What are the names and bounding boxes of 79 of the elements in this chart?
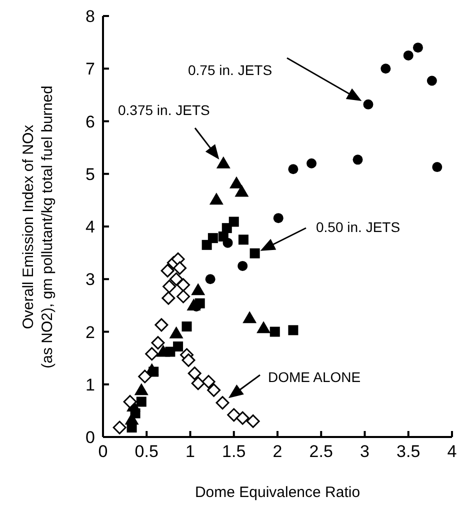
point	[234, 184, 249, 197]
point	[136, 396, 146, 407]
point	[151, 336, 165, 350]
point	[138, 370, 152, 384]
point	[209, 192, 224, 205]
point	[432, 162, 442, 172]
point	[228, 216, 239, 227]
point	[288, 164, 298, 174]
point	[403, 50, 414, 60]
x-tick-label: 3.5	[396, 442, 420, 462]
point	[182, 353, 196, 367]
point	[218, 232, 228, 242]
point	[170, 272, 184, 286]
point	[250, 248, 260, 258]
annotation: 0.50 in. JETS	[316, 219, 400, 235]
point	[273, 213, 284, 224]
point	[169, 326, 184, 338]
y-tick-label: 5	[86, 164, 95, 184]
point	[154, 318, 168, 332]
point	[238, 234, 248, 245]
point	[256, 321, 271, 334]
point	[242, 311, 257, 324]
point	[162, 291, 176, 305]
x-tick-label: 2.5	[309, 442, 333, 462]
point	[134, 383, 148, 396]
point	[412, 42, 423, 53]
x-tick-label: 0.5	[134, 442, 158, 462]
x-tick-label: 1.5	[222, 442, 246, 462]
point	[246, 414, 260, 428]
x-tick-label: 0	[98, 442, 108, 462]
point	[216, 396, 230, 410]
y-tick-label: 8	[86, 7, 95, 26]
x-tick-label: 1	[186, 442, 195, 462]
y-tick-label: 3	[86, 270, 95, 290]
point	[156, 344, 170, 357]
point	[208, 233, 218, 244]
annotation: 0.375 in. JETS	[118, 102, 210, 118]
point	[306, 158, 317, 168]
point	[426, 76, 437, 86]
point	[270, 326, 280, 337]
point	[205, 274, 216, 284]
point	[112, 420, 126, 434]
point	[182, 321, 192, 332]
point	[352, 154, 363, 165]
y-tick-label: 1	[86, 375, 95, 394]
point	[236, 411, 250, 425]
point	[207, 383, 221, 397]
y-tick-label: 2	[86, 322, 95, 342]
point	[363, 99, 374, 110]
point	[380, 64, 391, 74]
point	[191, 283, 206, 296]
point	[123, 394, 137, 408]
annotation: DOME ALONE	[268, 369, 361, 385]
annotation: 0.75 in. JETS	[188, 62, 272, 78]
y-tick-label: 6	[86, 112, 95, 132]
point	[238, 260, 248, 271]
x-axis-title: Dome Equivalence Ratio	[194, 484, 360, 501]
point	[288, 325, 298, 336]
point	[176, 290, 190, 304]
x-tick-label: 3	[360, 442, 370, 462]
point	[162, 280, 176, 294]
y-tick-label: 4	[86, 218, 95, 237]
point	[227, 408, 241, 422]
point	[191, 376, 205, 390]
point	[188, 366, 202, 380]
y-tick-label: 7	[86, 60, 95, 79]
y-tick-label: 0	[86, 428, 95, 448]
point	[173, 341, 184, 352]
point	[160, 264, 174, 278]
point	[186, 298, 201, 310]
x-tick-label: 4	[447, 442, 457, 462]
point	[229, 176, 244, 188]
point	[202, 374, 216, 388]
point	[216, 156, 230, 168]
y-axis-title: Overall Emission Index of NOx (as NO2), gm pollutant/kg total fuel burned	[19, 85, 57, 368]
point	[145, 347, 159, 361]
point	[173, 261, 187, 275]
x-tick-label: 2	[272, 442, 282, 462]
point	[176, 278, 190, 292]
